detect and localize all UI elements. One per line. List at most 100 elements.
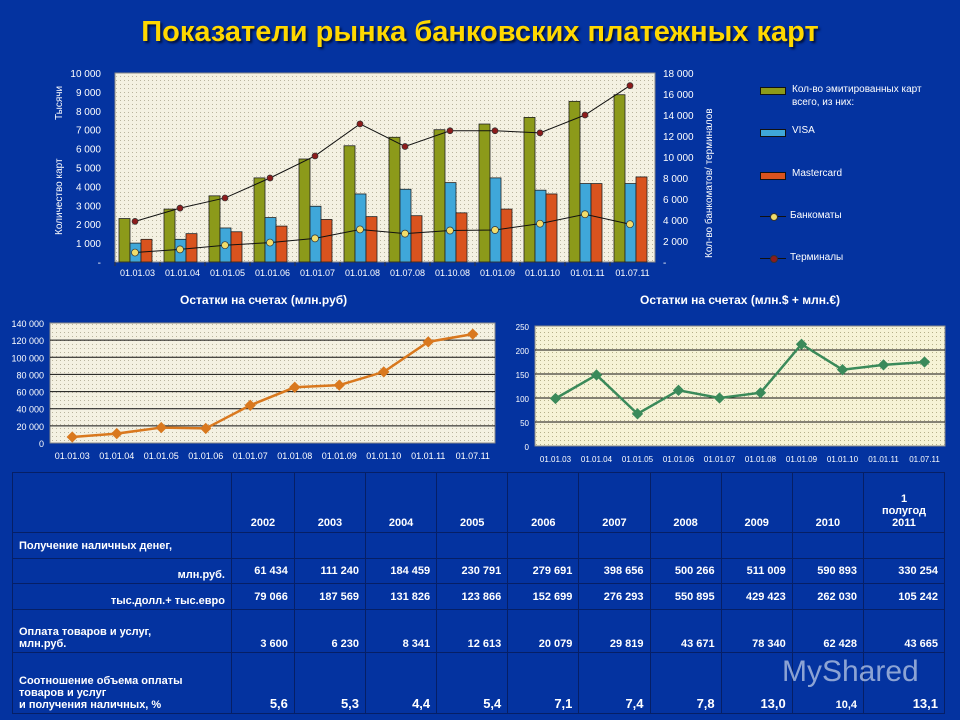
point-atm xyxy=(491,226,499,234)
y2-tick-label: 10 000 xyxy=(663,153,694,164)
legend-swatch-visa xyxy=(760,129,786,137)
data-point xyxy=(713,392,726,404)
data-point xyxy=(333,379,345,391)
legend-swatch-mastercard xyxy=(760,172,786,180)
point-atm xyxy=(581,210,589,219)
data-point xyxy=(836,364,849,376)
row-label: Оплата товаров и услуг, млн.руб. xyxy=(12,609,232,653)
data-point xyxy=(918,356,931,368)
col-header-last: 1 полугод 2011 xyxy=(863,472,945,533)
bar-mastercard xyxy=(545,193,558,263)
x-tick-label: 01.07.08 xyxy=(390,268,425,278)
x-tick-label: 01.01.06 xyxy=(188,451,223,461)
y-tick-label: 20 000 xyxy=(16,422,44,432)
data-point xyxy=(590,369,603,381)
table-cell: 105 242 xyxy=(863,583,945,610)
point-atm xyxy=(626,220,634,229)
x-tick-label: 01.01.09 xyxy=(322,451,357,461)
table-cell xyxy=(293,532,367,559)
col-header: 2003 xyxy=(293,472,367,533)
col-header: 2009 xyxy=(720,472,793,533)
legend-label: Банкоматы xyxy=(790,210,842,221)
table-cell: 398 656 xyxy=(578,558,651,584)
point-terminal xyxy=(221,194,229,202)
table-cell xyxy=(231,532,295,559)
x-tick-label: 01.01.05 xyxy=(622,455,654,464)
bar-issued xyxy=(208,195,221,263)
y-tick-label: 0 xyxy=(39,439,44,449)
point-terminal xyxy=(626,82,634,89)
plot-area xyxy=(534,325,946,447)
table-cell: 131 826 xyxy=(365,583,438,610)
y2-tick-label: 12 000 xyxy=(663,132,694,143)
x-tick-label: 01.01.07 xyxy=(704,455,736,464)
plot-area xyxy=(49,322,496,444)
myshared-watermark-logo: MyShared xyxy=(782,655,919,688)
x-tick-label: 01.01.09 xyxy=(786,455,818,464)
legend-swatch-issued xyxy=(760,87,786,95)
y-tick-label: 1 000 xyxy=(76,239,101,250)
data-point xyxy=(795,338,808,350)
y-tick-label: 150 xyxy=(516,371,530,380)
table-cell: 511 009 xyxy=(720,558,793,584)
bar-issued xyxy=(523,117,536,263)
col-header: 2010 xyxy=(791,472,865,533)
legend-issued: Кол-во эмитированных карт всего, из них: xyxy=(760,83,932,109)
x-tick-label: 01.01.03 xyxy=(55,451,90,461)
y-tick-label: 60 000 xyxy=(16,388,44,398)
row-label: тыс.долл.+ тыс.евро xyxy=(12,583,232,610)
table-cell: 500 266 xyxy=(649,558,722,584)
table-cell: 5,4 xyxy=(436,652,509,714)
bar-visa xyxy=(444,182,457,263)
bar-issued xyxy=(433,129,446,263)
row-label-text: млн.руб. xyxy=(177,569,225,581)
point-atm xyxy=(536,219,544,228)
row-label-text: тыс.долл.+ тыс.евро xyxy=(110,595,225,607)
data-point xyxy=(877,359,890,371)
table-cell: 230 791 xyxy=(436,558,509,584)
point-terminal xyxy=(266,174,274,182)
y-tick-label: 0 xyxy=(525,443,530,452)
x-tick-label: 01.01.08 xyxy=(745,455,777,464)
table-cell xyxy=(436,532,509,559)
y-tick-label: 10 000 xyxy=(70,69,101,80)
table-cell: 111 240 xyxy=(293,558,367,584)
table-cell: 550 895 xyxy=(649,583,722,610)
x-tick-label: 01.01.07 xyxy=(233,451,268,461)
data-line xyxy=(72,332,473,439)
table-cell: 4,4 xyxy=(365,652,438,714)
point-atm xyxy=(131,248,139,257)
col-header: 2002 xyxy=(231,472,295,533)
row-label-text: Оплата товаров и услуг, xyxy=(19,626,152,638)
data-point xyxy=(549,392,562,405)
table-cell: 5,6 xyxy=(231,652,295,714)
table-cell: 78 340 xyxy=(720,609,793,653)
legend-terminal: Терминалы xyxy=(760,252,843,263)
row-label-text: товаров и услуг xyxy=(19,687,107,699)
bar-mastercard xyxy=(410,215,423,263)
col-header: 2008 xyxy=(649,472,722,533)
data-point xyxy=(244,399,256,411)
bar-visa xyxy=(579,183,592,263)
y2-tick-label: 16 000 xyxy=(663,90,694,101)
table-cell: 7,8 xyxy=(649,652,722,714)
point-terminal xyxy=(581,111,589,119)
rub-chart-title: Остатки на счетах (млн.руб) xyxy=(180,293,348,307)
row-label-text: Соотношение объема оплаты xyxy=(19,675,183,687)
table-cell xyxy=(365,532,438,559)
point-atm xyxy=(356,225,364,234)
table-cell: 6 230 xyxy=(293,609,367,653)
table-cell: 12 613 xyxy=(436,609,509,653)
legend-label: Терминалы xyxy=(790,252,844,263)
table-cell xyxy=(720,532,793,559)
point-atm xyxy=(446,226,454,235)
data-point xyxy=(754,387,767,399)
y-tick-label: 50 xyxy=(520,419,529,428)
x-tick-label: 01.10.08 xyxy=(435,268,470,278)
bar-mastercard xyxy=(275,225,288,263)
x-tick-label: 01.01.10 xyxy=(827,455,859,464)
bar-visa xyxy=(399,188,412,263)
y-tick-label: 8 000 xyxy=(76,107,101,118)
table-row: Оплата товаров и услуг, млн.руб. 3 600 6 23… xyxy=(12,609,945,653)
